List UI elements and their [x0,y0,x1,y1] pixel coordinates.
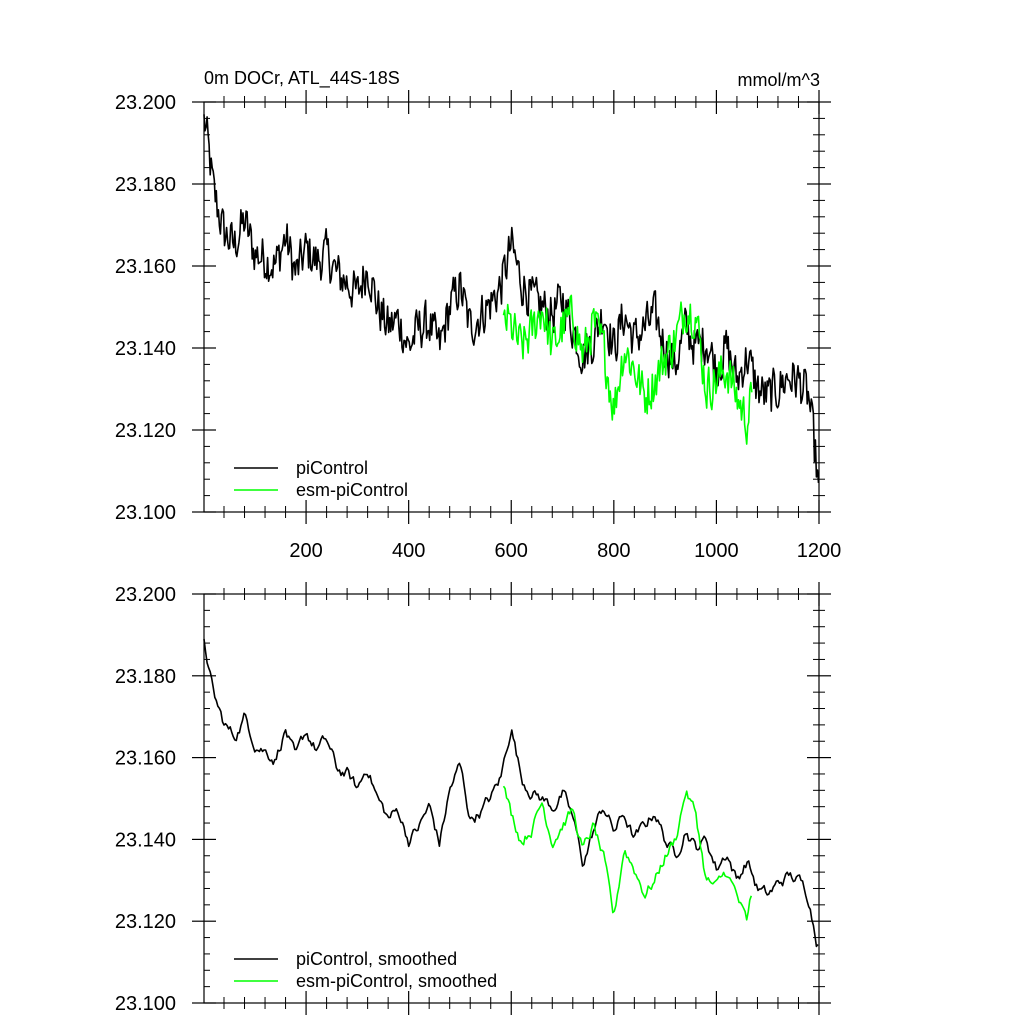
bottom-lines [203,638,819,948]
y-tick-label: 23.160 [115,256,176,278]
x-tick-label: 400 [392,540,425,562]
y-tick-label: 23.140 [115,338,176,360]
x-tick-label: 600 [495,540,528,562]
y-tick-label: 23.180 [115,666,176,688]
chart-title: 0m DOCr, ATL_44S-18S [204,68,400,89]
y-tick-label: 23.120 [115,911,176,933]
bottom-panel: 23.100 23.120 23.140 23.160 23.180 23.200 piC… [115,582,831,1015]
y-tick-label: 23.160 [115,748,176,770]
y-tick-label: 23.140 [115,829,176,851]
x-tick-label: 1000 [694,540,739,562]
series-line-1 [502,294,753,445]
y-tick-label: 23.120 [115,420,176,442]
series-line-0 [203,638,819,948]
y-tick-label: 23.100 [115,502,176,524]
x-tick-label: 1200 [797,540,842,562]
bottom-axes: 23.100 23.120 23.140 23.160 23.180 23.200 [115,582,831,1015]
units-label: mmol/m^3 [738,70,820,90]
top-axes: 23.100 23.120 23.140 23.160 23.180 23.200 200 4… [115,90,841,562]
top-lines [203,114,820,483]
y-tick-label: 23.200 [115,92,176,114]
y-tick-label: 23.100 [115,993,176,1015]
y-tick-label: 23.180 [115,174,176,196]
x-tick-label: 200 [289,540,322,562]
legend-label: piControl, smoothed [296,949,457,969]
plot-frame [203,593,820,1004]
legend-label: piControl [296,458,368,478]
plot-frame [203,101,820,513]
x-tick-label: 800 [597,540,630,562]
series-line-0 [203,114,820,483]
series-line-1 [502,785,753,921]
y-tick-label: 23.200 [115,584,176,606]
legend-label: esm-piControl, smoothed [296,971,497,991]
top-panel: 0m DOCr, ATL_44S-18S mmol/m^3 23.10023.1… [115,68,841,562]
legend-label: esm-piControl [296,480,408,500]
